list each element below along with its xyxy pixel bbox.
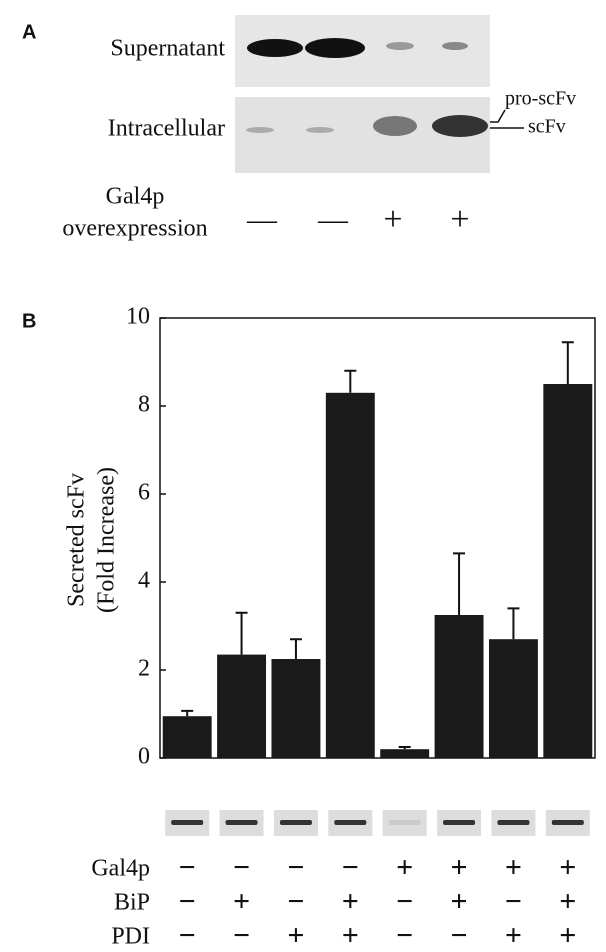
bar — [435, 615, 484, 758]
y-tick-label: 4 — [138, 568, 150, 594]
condition-sign: + — [342, 919, 359, 952]
condition-sign: − — [396, 885, 413, 918]
condition-sign: − — [505, 885, 522, 918]
condition-label: PDI — [111, 924, 150, 950]
blot-band — [389, 820, 421, 825]
y-tick-label: 6 — [138, 480, 150, 506]
bar — [271, 659, 320, 758]
y-tick-label: 0 — [138, 744, 150, 770]
condition-sign: − — [233, 851, 250, 884]
blot-band — [226, 820, 258, 825]
band-pointer — [490, 110, 524, 128]
bar — [380, 749, 429, 758]
y-axis-title: Secreted scFv (Fold Increase) — [64, 467, 120, 613]
error-bar — [399, 747, 411, 749]
y-tick-label: 2 — [138, 656, 150, 682]
condition-label: Gal4p — [106, 184, 165, 210]
blot-band — [171, 820, 203, 825]
condition-sign: + — [559, 885, 576, 918]
y-axis-title-line: (Fold Increase) — [94, 467, 120, 613]
error-bar — [453, 553, 465, 615]
condition-sign: + — [451, 851, 468, 884]
panel-label: B — [22, 310, 36, 332]
error-bar — [290, 639, 302, 659]
y-axis-title-line: Secreted scFv — [64, 473, 90, 607]
condition-sign: — — [246, 203, 278, 236]
condition-sign: + — [233, 885, 250, 918]
blot-band — [334, 820, 366, 825]
figure: A Supernatant Intracellular pro-scFv scF… — [0, 0, 606, 952]
condition-sign: + — [396, 851, 413, 884]
y-tick-label: 10 — [126, 304, 150, 330]
condition-sign: + — [505, 851, 522, 884]
condition-sign: + — [451, 885, 468, 918]
blot-band — [497, 820, 529, 825]
y-tick-label: 8 — [138, 392, 150, 418]
panel-label: A — [22, 21, 36, 43]
condition-sign: − — [342, 851, 359, 884]
condition-sign: − — [233, 919, 250, 952]
condition-sign: − — [287, 851, 304, 884]
row-label: Supernatant — [110, 36, 225, 62]
condition-sign: + — [342, 885, 359, 918]
condition-sign: − — [451, 919, 468, 952]
condition-sign: + — [559, 851, 576, 884]
condition-sign: + — [287, 919, 304, 952]
band-label: scFv — [528, 116, 566, 138]
bar — [217, 655, 266, 758]
row-label: Intracellular — [108, 116, 225, 142]
condition-sign: − — [179, 885, 196, 918]
condition-sign: − — [287, 885, 304, 918]
error-bar — [344, 371, 356, 393]
condition-sign: − — [179, 851, 196, 884]
blot-band — [443, 820, 475, 825]
bar — [543, 384, 592, 758]
bar — [489, 639, 538, 758]
error-bar — [562, 342, 574, 384]
error-bar — [236, 613, 248, 655]
condition-sign: + — [383, 201, 402, 238]
condition-sign: − — [179, 919, 196, 952]
condition-sign: + — [505, 919, 522, 952]
band-label: pro-scFv — [505, 88, 576, 110]
condition-sign: — — [317, 203, 349, 236]
bar — [163, 716, 212, 758]
condition-sign: + — [450, 201, 469, 238]
blot-band — [280, 820, 312, 825]
condition-label: BiP — [114, 890, 150, 916]
blot-band — [552, 820, 584, 825]
bar — [326, 393, 375, 758]
condition-sign: − — [396, 919, 413, 952]
condition-label: overexpression — [62, 216, 207, 242]
condition-sign: + — [559, 919, 576, 952]
error-bar — [181, 711, 193, 716]
error-bar — [507, 608, 519, 639]
condition-label: Gal4p — [91, 856, 150, 882]
